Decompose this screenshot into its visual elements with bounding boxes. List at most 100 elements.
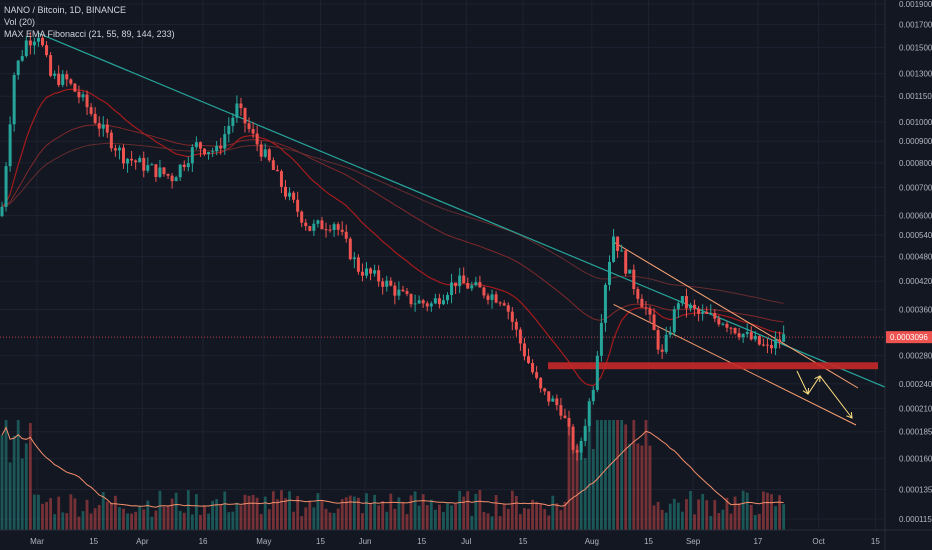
candlesticks <box>0 32 786 461</box>
volume-bar <box>745 492 749 530</box>
candle-body <box>458 275 462 287</box>
chart-legend: NANO / Bitcoin, 1D, BINANCE Vol (20) MAX… <box>4 4 175 40</box>
candle-body <box>8 124 12 167</box>
volume-bar <box>689 490 692 530</box>
candle-body <box>446 295 449 301</box>
candle-body <box>563 415 567 418</box>
candle-body <box>158 167 162 177</box>
volume-bar <box>470 515 474 530</box>
candle-body <box>377 270 381 282</box>
volume-bar <box>616 420 619 530</box>
volume-bar <box>45 502 48 530</box>
volume-bar <box>543 509 547 530</box>
candle-body <box>761 344 765 346</box>
volume-bar <box>454 503 457 530</box>
candle-body <box>567 417 571 427</box>
volume-bar <box>316 493 320 530</box>
price-scale-panel[interactable] <box>885 0 932 530</box>
volume-bar <box>296 496 300 530</box>
volume-bar <box>320 501 324 530</box>
volume-bar <box>276 499 279 530</box>
time-tick-label: 15 <box>316 537 325 546</box>
candle-body <box>421 300 425 304</box>
volume-bar <box>721 509 725 530</box>
volume-bar <box>263 496 267 530</box>
candle-body <box>255 133 259 145</box>
volume-bar <box>535 501 538 530</box>
volume-indicator-label[interactable]: Vol (20) <box>4 17 36 27</box>
volume-bars <box>0 420 786 530</box>
volume-bar <box>624 424 628 530</box>
volume-bar <box>421 494 425 530</box>
candle-body <box>146 165 150 171</box>
candle-body <box>385 280 389 287</box>
volume-bar <box>474 493 478 530</box>
candle-body <box>587 401 591 427</box>
candle-body <box>717 318 721 325</box>
volume-bar <box>697 499 700 530</box>
candle-body <box>389 280 393 286</box>
candle-body <box>437 298 441 305</box>
volume-bar <box>693 514 696 530</box>
volume-bar <box>725 497 729 530</box>
volume-bar <box>89 513 93 530</box>
candle-body <box>69 79 73 84</box>
candle-body <box>676 303 680 310</box>
volume-bar <box>304 507 308 530</box>
ema-indicator-label[interactable]: MAX EMA Fibonacci (21, 55, 89, 144, 233) <box>4 29 175 39</box>
volume-bar <box>53 514 57 530</box>
candle-body <box>170 175 174 182</box>
volume-bar <box>280 490 283 530</box>
volume-bar <box>644 420 648 530</box>
volume-bar <box>393 508 397 530</box>
candle-body <box>749 331 753 340</box>
candle-body <box>490 294 494 300</box>
volume-bar <box>438 504 441 530</box>
candle-body <box>162 167 166 175</box>
time-tick-label: 16 <box>199 537 208 546</box>
candle-body <box>652 314 656 331</box>
candle-body <box>32 41 36 46</box>
volume-bar <box>729 513 733 530</box>
volume-bar <box>486 513 490 530</box>
candle-body <box>360 271 364 276</box>
candle-body <box>482 287 486 296</box>
candle-body <box>263 149 267 157</box>
volume-bar <box>4 420 8 530</box>
symbol-title[interactable]: NANO / Bitcoin, 1D, BINANCE <box>4 5 127 15</box>
candle-body <box>527 356 530 364</box>
volume-bar <box>8 462 12 530</box>
volume-bar <box>81 511 85 530</box>
candle-body <box>259 144 263 157</box>
candle-body <box>288 192 292 197</box>
candle-body <box>660 349 664 352</box>
volume-bar <box>105 501 109 530</box>
candle-body <box>697 308 701 314</box>
descending-trendline <box>38 32 893 391</box>
arrow-head-icon <box>846 411 853 419</box>
volume-bar <box>401 502 405 530</box>
candle-body <box>89 107 93 114</box>
candle-body <box>535 372 539 378</box>
volume-bar <box>109 502 113 530</box>
ema-lines <box>1 88 784 387</box>
volume-bar <box>114 495 117 530</box>
volume-bar <box>130 513 133 530</box>
volume-bar <box>571 450 575 530</box>
candle-body <box>547 391 551 402</box>
time-tick-label: 17 <box>753 537 762 546</box>
candle-body <box>656 330 660 350</box>
candle-body <box>417 300 421 304</box>
volume-bar <box>753 514 757 530</box>
volume-bar <box>575 445 579 530</box>
candle-body <box>61 74 65 85</box>
candle-body <box>207 152 211 155</box>
candle-body <box>450 282 454 296</box>
volume-bar <box>361 513 364 530</box>
candle-body <box>41 37 44 46</box>
volume-bar <box>523 508 526 530</box>
candle-body <box>514 321 518 330</box>
